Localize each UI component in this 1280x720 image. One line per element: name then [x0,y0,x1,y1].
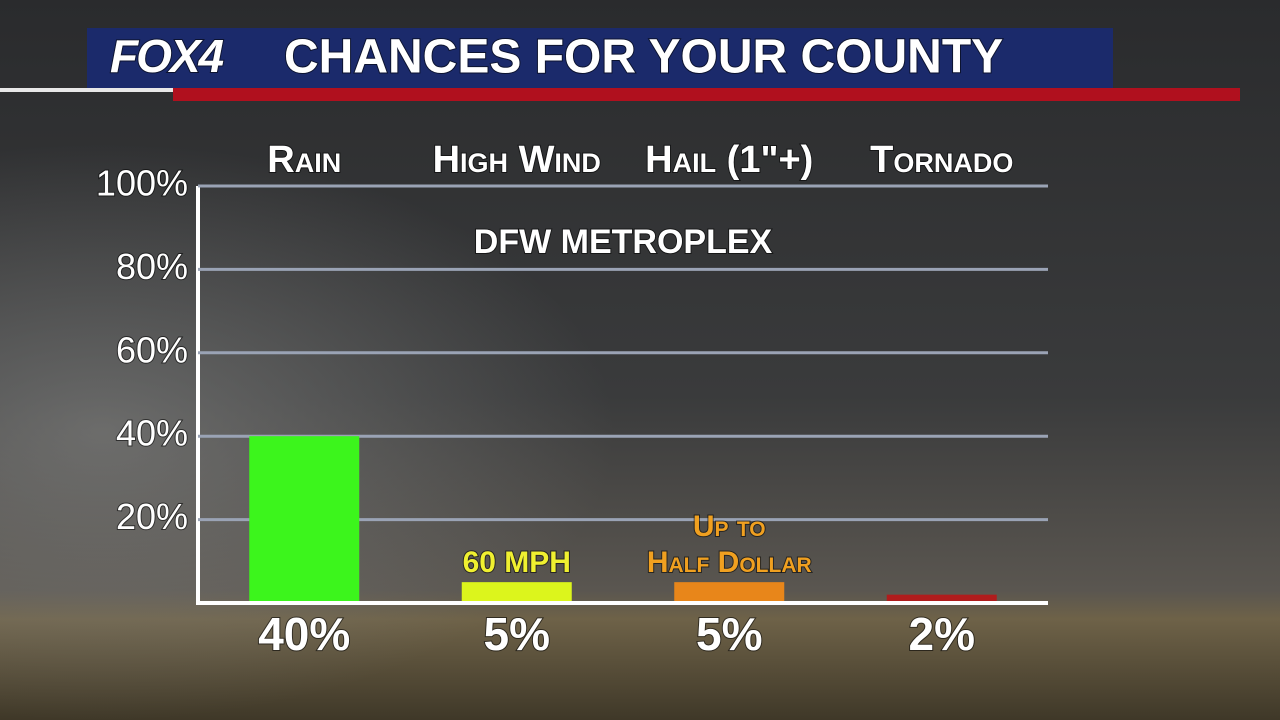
value-label: 40% [258,608,350,660]
bar [674,582,785,603]
bar [461,582,572,603]
annotation: 60 MPH [463,546,571,579]
annotation: Up to [693,510,766,543]
annotation: Half Dollar [647,546,812,579]
y-tick-label: 100% [96,163,188,204]
title-rule [0,88,173,92]
category-label: High Wind [433,139,601,181]
y-tick-label: 20% [116,496,188,537]
y-tick-label: 60% [116,329,188,370]
y-tick-label: 40% [116,413,188,454]
title-stripe [173,88,1240,101]
category-label: Rain [267,139,341,181]
category-label: Hail (1"+) [645,139,813,181]
value-label: 5% [484,608,550,660]
title-banner [87,28,1113,88]
value-label: 2% [909,608,975,660]
category-label: Tornado [870,139,1013,181]
bar [249,436,360,603]
value-label: 5% [696,608,762,660]
logo: FOX4 [110,30,224,82]
chart-title: CHANCES FOR YOUR COUNTY [284,31,1003,84]
y-tick-label: 80% [116,246,188,287]
bar [886,594,997,603]
chart-subtitle: DFW METROPLEX [474,223,773,261]
